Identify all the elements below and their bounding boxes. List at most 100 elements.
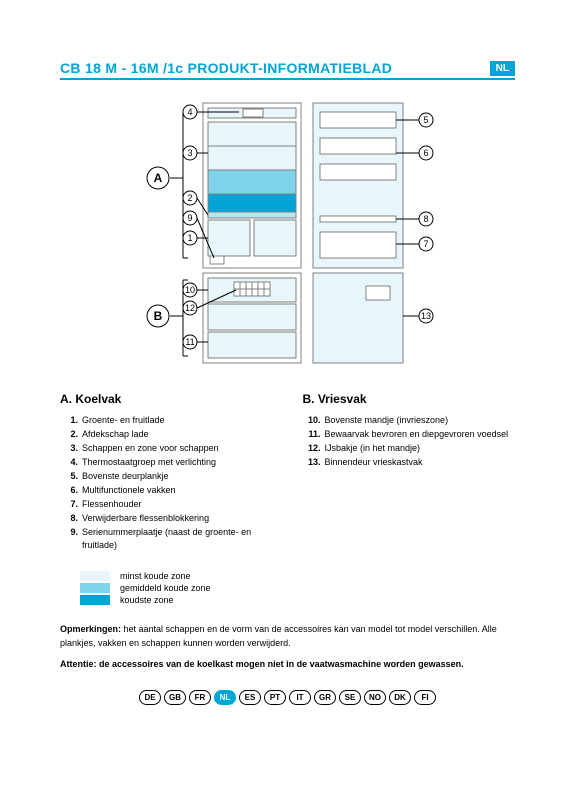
svg-text:12: 12 bbox=[184, 303, 194, 313]
page-title: CB 18 M - 16M /1c PRODUKT-INFORMATIEBLAD bbox=[60, 60, 392, 76]
legend-row: gemiddeld koude zone bbox=[80, 583, 515, 593]
fridge-door bbox=[313, 103, 403, 268]
svg-text:4: 4 bbox=[187, 107, 192, 117]
legend-row: minst koude zone bbox=[80, 571, 515, 581]
remark-label: Opmerkingen: bbox=[60, 624, 121, 634]
item-text: Multifunctionele vakken bbox=[82, 485, 176, 495]
item-number: 10. bbox=[303, 414, 321, 428]
item-number: 3. bbox=[60, 442, 78, 456]
item-number: 4. bbox=[60, 456, 78, 470]
item-number: 11. bbox=[303, 428, 321, 442]
list-item: 5.Bovenste deurplankje bbox=[80, 470, 273, 484]
svg-text:3: 3 bbox=[187, 148, 192, 158]
language-pill-no[interactable]: NO bbox=[364, 690, 386, 705]
item-text: Bewaarvak bevroren en diepgevroren voeds… bbox=[325, 429, 509, 439]
language-pill-gr[interactable]: GR bbox=[314, 690, 336, 705]
item-text: Verwijderbare flessenblokkering bbox=[82, 513, 209, 523]
section-b-title: B. Vriesvak bbox=[303, 392, 516, 406]
item-text: Schappen en zone voor schappen bbox=[82, 443, 219, 453]
list-item: 1.Groente- en fruitlade bbox=[80, 414, 273, 428]
item-number: 1. bbox=[60, 414, 78, 428]
section-b: B. Vriesvak 10.Bovenste mandje (invriesz… bbox=[303, 392, 516, 553]
title-rule bbox=[60, 78, 515, 80]
svg-text:11: 11 bbox=[185, 337, 194, 347]
svg-text:6: 6 bbox=[423, 148, 428, 158]
fridge-diagram: A B 4 3 2 9 1 10 12 11 5 6 bbox=[60, 98, 515, 368]
list-item: 3.Schappen en zone voor schappen bbox=[80, 442, 273, 456]
remark-text: het aantal schappen en de vorm van de ac… bbox=[60, 624, 497, 648]
section-b-list: 10.Bovenste mandje (invrieszone)11.Bewaa… bbox=[303, 414, 516, 470]
list-item: 13.Binnendeur vrieskastvak bbox=[323, 456, 516, 470]
svg-text:13: 13 bbox=[420, 311, 430, 321]
remark-note: Opmerkingen: het aantal schappen en de v… bbox=[60, 623, 515, 650]
language-badge: NL bbox=[490, 61, 515, 76]
legend-label: minst koude zone bbox=[120, 571, 191, 581]
svg-text:1: 1 bbox=[187, 233, 192, 243]
list-item: 11.Bewaarvak bevroren en diepgevroren vo… bbox=[323, 428, 516, 442]
callouts-right-bottom: 13 bbox=[403, 309, 433, 323]
legend: minst koude zone gemiddeld koude zone koud… bbox=[80, 571, 515, 605]
zone-marker-a: A bbox=[147, 167, 169, 189]
item-number: 9. bbox=[60, 526, 78, 540]
item-text: Groente- en fruitlade bbox=[82, 415, 165, 425]
item-number: 8. bbox=[60, 512, 78, 526]
section-a: A. Koelvak 1.Groente- en fruitlade2.Afde… bbox=[60, 392, 273, 553]
section-a-title: A. Koelvak bbox=[60, 392, 273, 406]
svg-text:9: 9 bbox=[187, 213, 192, 223]
item-number: 12. bbox=[303, 442, 321, 456]
item-text: Afdekschap lade bbox=[82, 429, 149, 439]
item-number: 2. bbox=[60, 428, 78, 442]
language-pill-se[interactable]: SE bbox=[339, 690, 361, 705]
svg-text:2: 2 bbox=[187, 193, 192, 203]
freezer-door bbox=[313, 273, 403, 363]
item-number: 7. bbox=[60, 498, 78, 512]
list-item: 10.Bovenste mandje (invrieszone) bbox=[323, 414, 516, 428]
freezer-body bbox=[203, 273, 301, 363]
item-text: Bovenste deurplankje bbox=[82, 471, 169, 481]
language-pill-pt[interactable]: PT bbox=[264, 690, 286, 705]
language-pill-nl[interactable]: NL bbox=[214, 690, 236, 705]
list-item: 4.Thermostaatgroep met verlichting bbox=[80, 456, 273, 470]
item-number: 13. bbox=[303, 456, 321, 470]
header: CB 18 M - 16M /1c PRODUKT-INFORMATIEBLAD… bbox=[60, 60, 515, 76]
language-pill-de[interactable]: DE bbox=[139, 690, 161, 705]
list-item: 8.Verwijderbare flessenblokkering bbox=[80, 512, 273, 526]
attention-text: Attentie: de accessoires van de koelkast… bbox=[60, 659, 464, 669]
legend-swatch bbox=[80, 571, 110, 581]
item-number: 6. bbox=[60, 484, 78, 498]
svg-text:8: 8 bbox=[423, 214, 428, 224]
section-a-list: 1.Groente- en fruitlade2.Afdekschap lade… bbox=[60, 414, 273, 553]
legend-label: koudste zone bbox=[120, 595, 174, 605]
legend-swatch bbox=[80, 595, 110, 605]
item-text: Flessenhouder bbox=[82, 499, 142, 509]
legend-label: gemiddeld koude zone bbox=[120, 583, 211, 593]
list-item: 6.Multifunctionele vakken bbox=[80, 484, 273, 498]
sections: A. Koelvak 1.Groente- en fruitlade2.Afde… bbox=[60, 392, 515, 553]
list-item: 9.Serienummerplaatje (naast de groente- … bbox=[80, 526, 273, 554]
item-text: IJsbakje (in het mandje) bbox=[325, 443, 421, 453]
language-pill-fi[interactable]: FI bbox=[414, 690, 436, 705]
svg-text:B: B bbox=[153, 309, 162, 323]
zone-marker-b: B bbox=[147, 305, 169, 327]
svg-text:7: 7 bbox=[423, 239, 428, 249]
attention-note: Attentie: de accessoires van de koelkast… bbox=[60, 658, 515, 672]
language-pill-it[interactable]: IT bbox=[289, 690, 311, 705]
language-pill-fr[interactable]: FR bbox=[189, 690, 211, 705]
list-item: 12.IJsbakje (in het mandje) bbox=[323, 442, 516, 456]
item-text: Thermostaatgroep met verlichting bbox=[82, 457, 216, 467]
language-row: DEGBFRNLESPTITGRSENODKFI bbox=[60, 690, 515, 705]
legend-swatch bbox=[80, 583, 110, 593]
item-text: Binnendeur vrieskastvak bbox=[325, 457, 423, 467]
legend-row: koudste zone bbox=[80, 595, 515, 605]
svg-text:10: 10 bbox=[184, 285, 194, 295]
list-item: 7.Flessenhouder bbox=[80, 498, 273, 512]
list-item: 2.Afdekschap lade bbox=[80, 428, 273, 442]
svg-text:A: A bbox=[153, 171, 162, 185]
language-pill-dk[interactable]: DK bbox=[389, 690, 411, 705]
item-number: 5. bbox=[60, 470, 78, 484]
svg-text:5: 5 bbox=[423, 115, 428, 125]
fridge-body bbox=[203, 103, 301, 268]
language-pill-gb[interactable]: GB bbox=[164, 690, 186, 705]
item-text: Serienummerplaatje (naast de groente- en… bbox=[82, 527, 251, 551]
language-pill-es[interactable]: ES bbox=[239, 690, 261, 705]
